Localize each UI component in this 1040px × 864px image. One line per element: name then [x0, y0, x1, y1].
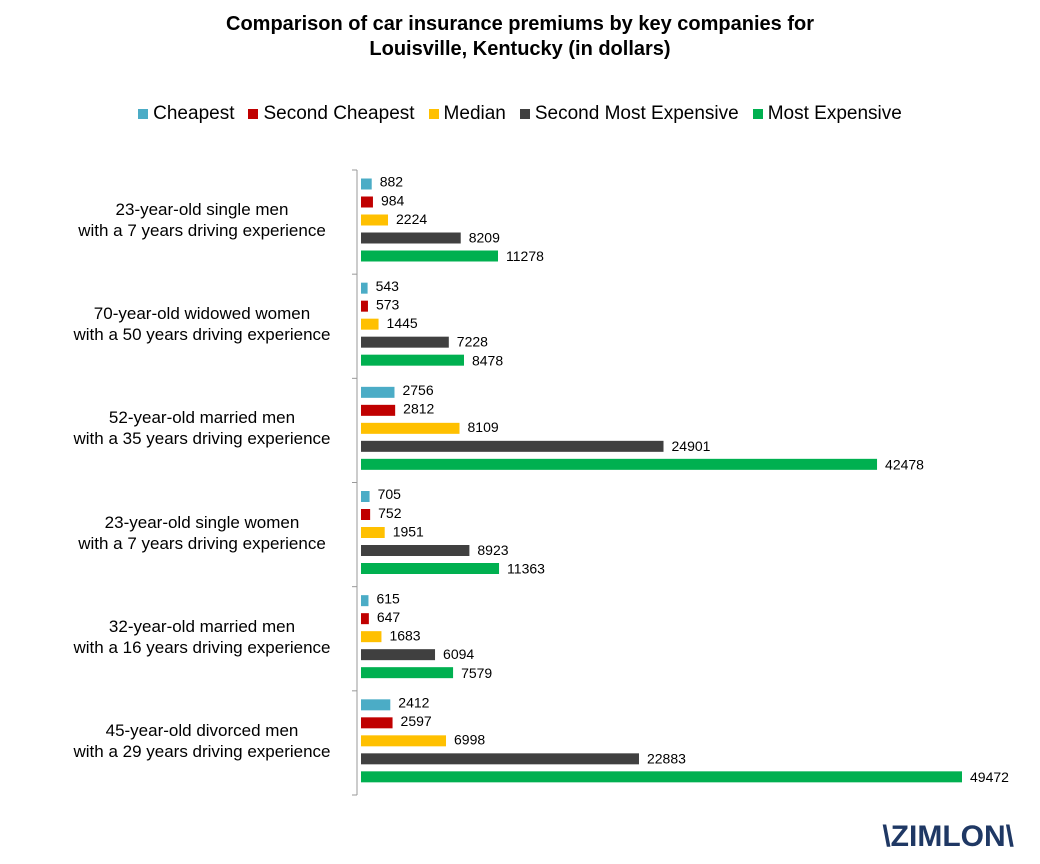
legend-label: Second Most Expensive [534, 103, 739, 124]
legend-swatch [428, 109, 439, 119]
bar [361, 735, 447, 747]
data-label: 615 [376, 590, 400, 606]
bar [361, 631, 382, 643]
bar [361, 527, 385, 538]
bar [361, 422, 460, 434]
legend-label: Median [443, 103, 506, 124]
data-label: 543 [376, 278, 400, 294]
legend-swatch [752, 109, 763, 119]
bar [361, 354, 464, 366]
y-tick-label: 70-year-old widowed women with a 50 year… [73, 304, 331, 345]
bar [361, 613, 369, 625]
data-label: 8478 [472, 352, 503, 368]
legend-label: Most Expensive [767, 103, 902, 124]
bar [361, 440, 664, 452]
data-label: 7579 [461, 665, 492, 681]
bar [361, 250, 499, 262]
bar [361, 178, 372, 190]
bar [361, 649, 436, 661]
bar [361, 509, 371, 520]
y-tick-label: 45-year-old divorced men with a 29 years… [73, 720, 331, 761]
data-label: 42478 [885, 456, 924, 472]
legend-item: Median [428, 103, 506, 125]
data-label: 22883 [647, 750, 686, 766]
data-label: 984 [381, 192, 405, 208]
legend: Cheapest Second Cheapest Median Second Most… [0, 103, 1040, 125]
data-label: 573 [376, 296, 400, 312]
data-label: 882 [380, 174, 404, 190]
chart-title: Comparison of car insurance premiums by … [226, 13, 814, 60]
bar [361, 318, 379, 330]
legend-label: Second Cheapest [263, 103, 415, 124]
data-label: 2224 [396, 211, 427, 227]
bar [361, 282, 368, 294]
y-tick-label: 23-year-old single women with a 7 years … [78, 512, 326, 553]
data-label: 2812 [403, 401, 434, 417]
bar [361, 753, 639, 765]
data-label: 2756 [402, 382, 433, 398]
legend-item: Most Expensive [752, 103, 902, 125]
data-label: 6094 [443, 646, 474, 662]
data-label: 6998 [454, 732, 485, 748]
bar [361, 458, 878, 470]
data-label: 11278 [506, 248, 544, 264]
data-label: 49472 [970, 769, 1009, 785]
data-label: 24901 [672, 438, 711, 454]
data-label: 752 [378, 505, 402, 521]
data-label: 1951 [393, 523, 424, 539]
bar [361, 232, 461, 244]
legend-item: Cheapest [138, 103, 234, 125]
data-label: 1445 [387, 315, 418, 331]
bar [361, 404, 396, 416]
data-label: 705 [378, 486, 402, 502]
bar [361, 667, 454, 679]
bar [361, 771, 962, 783]
data-label: 647 [377, 609, 401, 625]
data-label: 7228 [457, 334, 488, 350]
data-label: 8209 [469, 230, 500, 246]
bar [361, 699, 391, 711]
bar [361, 336, 449, 348]
bar [361, 595, 369, 607]
bar [361, 214, 389, 226]
bar [361, 300, 368, 312]
data-label: 1683 [389, 628, 420, 644]
data-label: 8923 [477, 542, 508, 558]
data-label: 2597 [401, 713, 432, 729]
logo: \ZIMLON\ [882, 820, 1014, 853]
y-tick-label: 32-year-old married men with a 16 years … [73, 616, 331, 657]
legend-swatch [248, 109, 259, 119]
legend-label: Cheapest [153, 103, 235, 124]
data-label: 2412 [398, 695, 429, 711]
legend-item: Second Cheapest [248, 103, 415, 125]
data-label: 8109 [468, 419, 499, 435]
legend-swatch [519, 109, 530, 119]
legend-swatch [138, 109, 149, 119]
bar [361, 563, 500, 574]
bar [361, 491, 370, 502]
data-label: 11363 [507, 561, 545, 577]
y-tick-label: 23-year-old single men with a 7 years dr… [78, 200, 326, 241]
bar [361, 386, 395, 398]
y-tick-label: 52-year-old married men with a 35 years … [73, 408, 331, 449]
bar [361, 717, 393, 729]
legend-item: Second Most Expensive [519, 103, 739, 125]
bar [361, 545, 470, 556]
bar [361, 196, 373, 208]
